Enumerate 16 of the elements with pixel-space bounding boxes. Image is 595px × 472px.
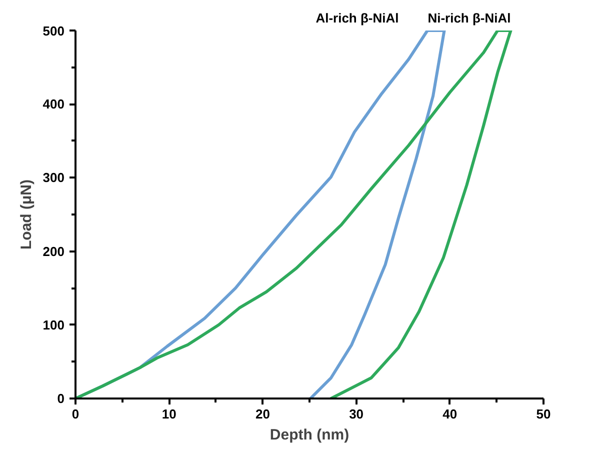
- y-axis-title: Load (μN): [18, 179, 35, 250]
- x-tick-label: 50: [536, 406, 551, 422]
- x-tick-label: 20: [255, 406, 270, 422]
- x-tick-label: 10: [162, 406, 176, 422]
- y-tick-label: 0: [57, 391, 65, 406]
- x-axis-title: Depth (nm): [270, 426, 350, 444]
- x-tick-label: 40: [442, 406, 458, 422]
- y-tick-label: 500: [42, 24, 65, 38]
- x-tick-label: 0: [72, 406, 80, 422]
- y-tick-label: 400: [42, 96, 65, 112]
- y-tick-label: 200: [42, 244, 65, 259]
- y-tick-label: 100: [42, 317, 65, 332]
- x-tick-label: 30: [349, 406, 364, 422]
- text: Al-rich β-NiAl: [316, 10, 399, 26]
- series-label: Ni-rich β-NiAl: [428, 10, 511, 26]
- y-tick-label: 300: [42, 170, 65, 186]
